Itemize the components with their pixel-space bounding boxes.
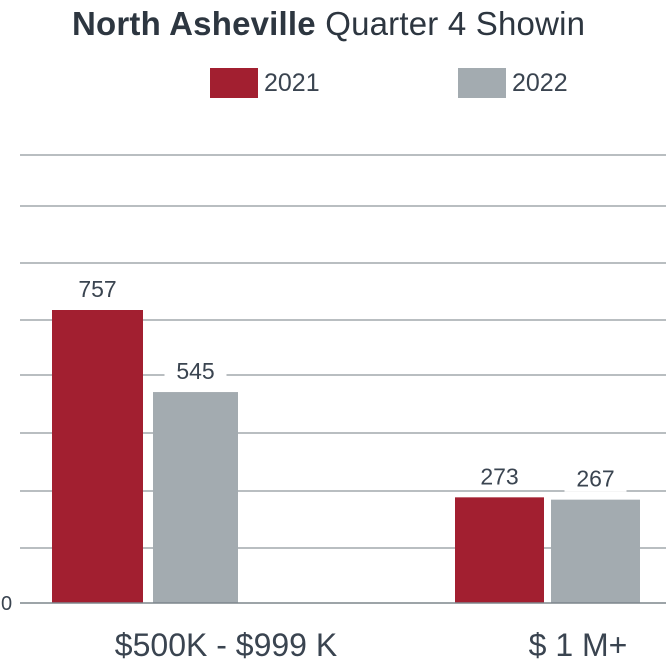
legend-swatch-2021 — [210, 68, 258, 98]
category-label-1: $ 1 M+ — [529, 627, 628, 663]
bar-2021-0 — [52, 310, 143, 603]
legend-label-2021: 2021 — [264, 69, 320, 97]
value-label-2022-1: 267 — [576, 466, 614, 492]
value-label-bg-2021-0 — [66, 274, 129, 302]
chart-title: North Asheville Quarter 4 Showin — [72, 2, 666, 46]
value-label-bg-2021-1 — [468, 461, 531, 490]
bar-2022-0 — [153, 392, 238, 603]
y-tick-label-0: 0 — [1, 593, 12, 615]
bar-2022-1 — [551, 499, 640, 603]
legend-swatch-2022 — [458, 68, 506, 98]
chart-title-rest: Quarter 4 Showin — [315, 5, 586, 42]
chart-title-bold: North Asheville — [72, 5, 316, 42]
value-label-2021-1: 273 — [480, 463, 518, 489]
value-label-bg-2022-0 — [164, 356, 227, 385]
bar-2021-1 — [455, 497, 544, 603]
value-label-bg-2022-1 — [564, 463, 627, 492]
value-label-2022-0: 545 — [176, 358, 214, 384]
category-label-0: $500K - $999 K — [115, 627, 337, 663]
value-label-2021-0: 757 — [78, 276, 116, 302]
legend-label-2022: 2022 — [512, 69, 568, 97]
